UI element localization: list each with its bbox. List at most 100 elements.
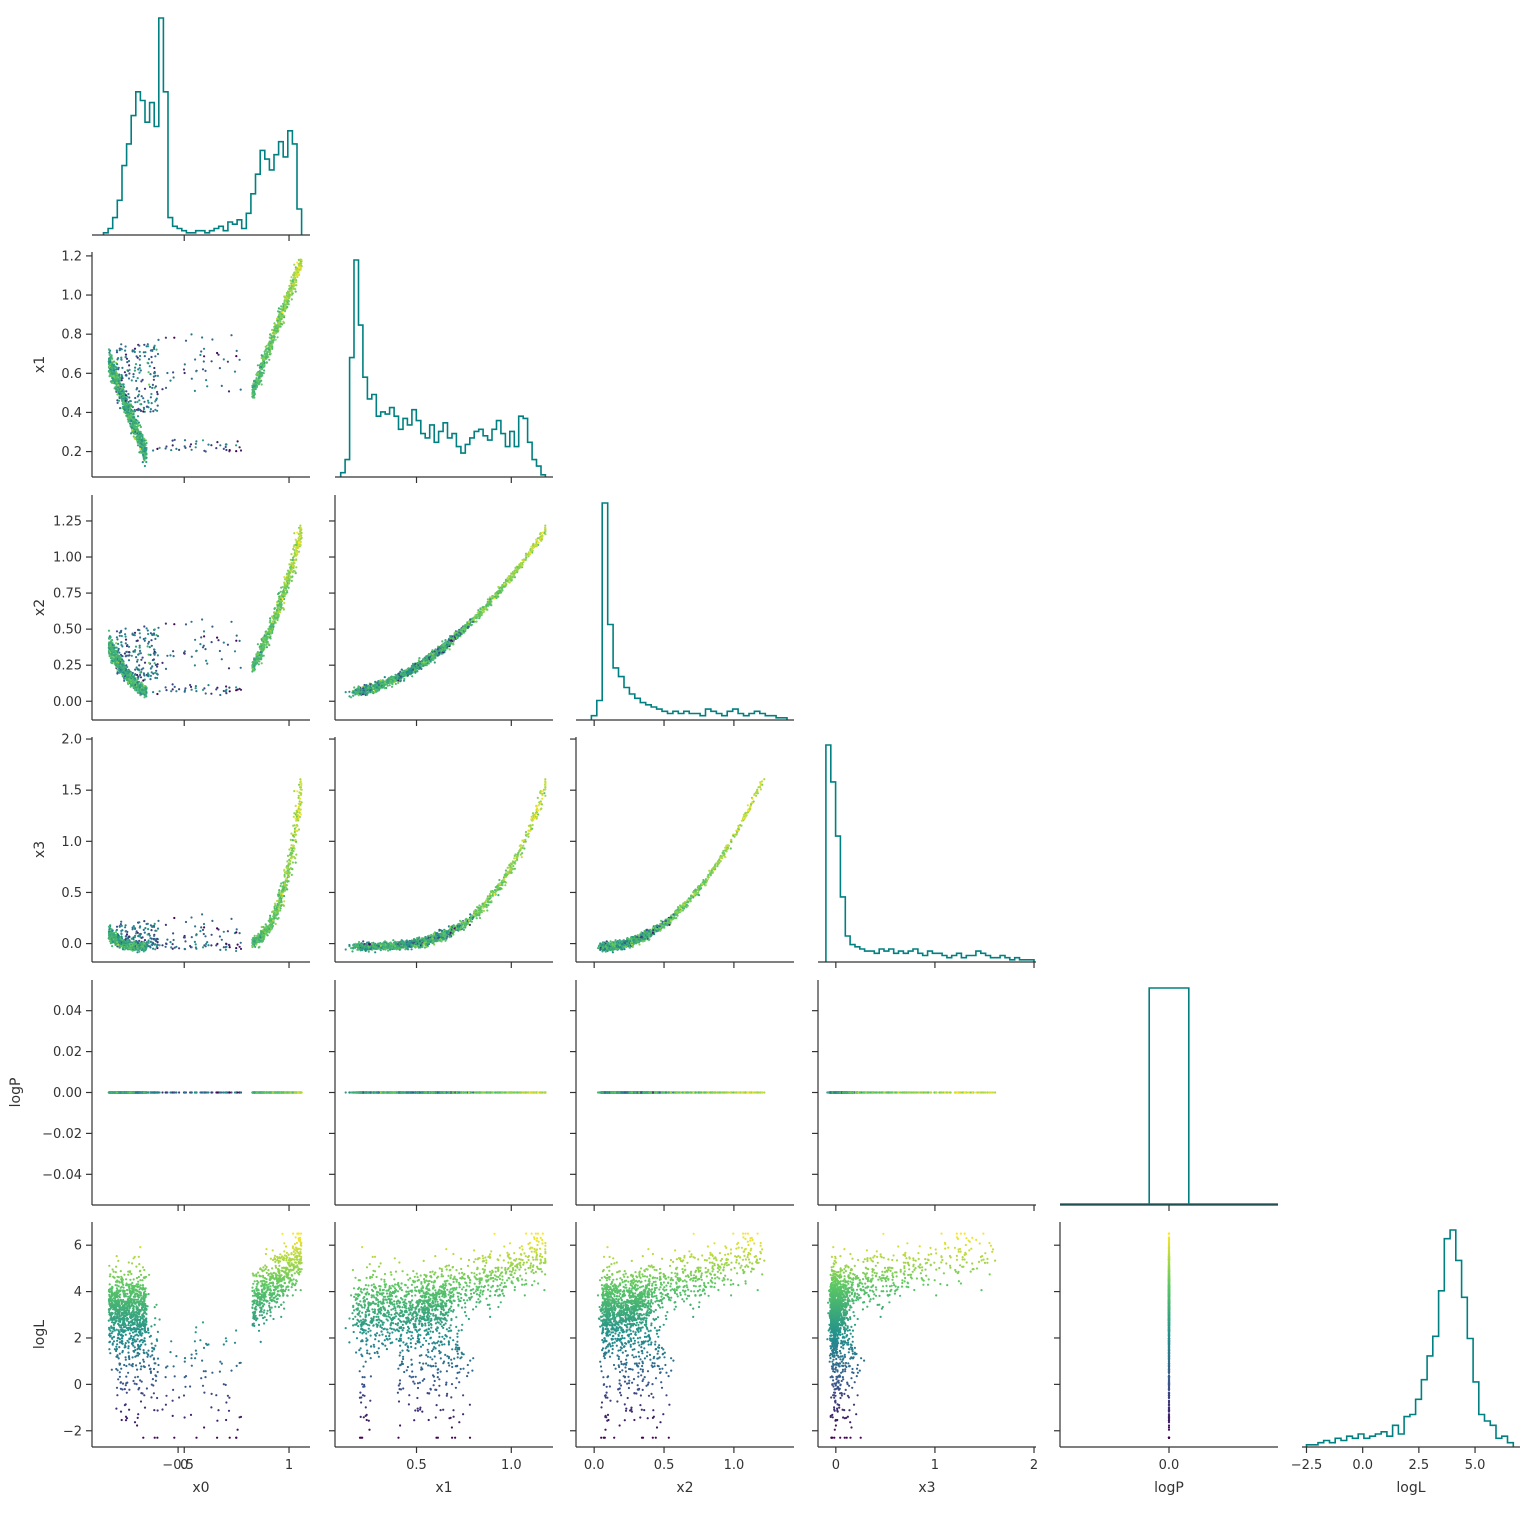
scatter-point	[286, 591, 288, 593]
scatter-point	[225, 690, 227, 692]
scatter-point	[294, 554, 296, 556]
scatter-point	[134, 669, 136, 671]
scatter-point	[521, 559, 523, 561]
scatter-point	[149, 373, 151, 375]
panel-x0-vs-x0	[92, 18, 310, 241]
scatter-point	[129, 673, 131, 675]
scatter-point	[125, 636, 127, 638]
scatter-point	[152, 691, 154, 693]
scatter-point	[292, 548, 294, 550]
scatter-point	[263, 372, 265, 374]
scatter-point	[416, 670, 418, 672]
scatter-point	[266, 362, 268, 364]
scatter-point	[122, 664, 124, 666]
panel-x2-vs-x0: 0.000.250.500.751.001.25x2	[32, 495, 310, 726]
scatter-point	[295, 272, 297, 274]
scatter-point	[115, 389, 117, 391]
scatter-point	[184, 687, 186, 689]
scatter-point	[143, 685, 145, 687]
scatter-point	[125, 639, 127, 641]
scatter-point	[286, 581, 288, 583]
scatter-point	[223, 358, 225, 360]
scatter-point	[172, 688, 174, 690]
scatter-point	[288, 285, 290, 287]
scatter-point	[121, 655, 123, 657]
scatter-point	[542, 532, 544, 534]
scatter-point	[403, 678, 405, 680]
scatter-point	[236, 635, 238, 637]
scatter-point	[114, 379, 116, 381]
scatter-point	[272, 621, 274, 623]
scatter-point	[219, 650, 221, 652]
scatter-point	[111, 356, 113, 358]
scatter-point	[149, 654, 151, 656]
scatter-point	[125, 374, 127, 376]
scatter-point	[174, 439, 176, 441]
scatter-point	[134, 397, 136, 399]
scatter-point	[152, 410, 154, 412]
scatter-point	[288, 295, 290, 297]
scatter-point	[216, 441, 218, 443]
scatter-point	[132, 413, 134, 415]
scatter-point	[161, 388, 163, 390]
scatter-point	[298, 264, 300, 266]
scatter-point	[229, 449, 231, 451]
scatter-point	[112, 644, 114, 646]
scatter-point	[137, 681, 139, 683]
scatter-point	[194, 390, 196, 392]
scatter-point	[276, 609, 278, 611]
scatter-point	[345, 691, 347, 693]
scatter-point	[113, 364, 115, 366]
scatter-point	[126, 644, 128, 646]
scatter-point	[280, 305, 282, 307]
scatter-point	[173, 623, 175, 625]
scatter-point	[230, 621, 232, 623]
scatter-point	[473, 619, 475, 621]
scatter-point	[260, 645, 262, 647]
scatter-point	[261, 643, 263, 645]
scatter-point	[157, 654, 159, 656]
scatter-point	[291, 580, 293, 582]
scatter-point	[109, 361, 111, 363]
scatter-point	[507, 578, 509, 580]
scatter-point	[395, 683, 397, 685]
scatter-point	[257, 364, 259, 366]
scatter-point	[174, 686, 176, 688]
scatter-point	[299, 259, 301, 261]
scatter-point	[149, 646, 151, 648]
scatter-point	[131, 655, 133, 657]
scatter-point	[239, 688, 241, 690]
scatter-point	[256, 385, 258, 387]
scatter-point	[266, 637, 268, 639]
scatter-point	[125, 628, 127, 630]
scatter-point	[277, 320, 279, 322]
scatter-point	[374, 681, 376, 683]
scatter-point	[297, 273, 299, 275]
scatter-point	[117, 386, 119, 388]
scatter-point	[205, 379, 207, 381]
scatter-point	[293, 567, 295, 569]
scatter-point	[172, 440, 174, 442]
scatter-point	[125, 651, 127, 653]
y-tick-label: 0.2	[61, 445, 82, 460]
scatter-point	[125, 390, 127, 392]
scatter-point	[391, 686, 393, 688]
scatter-point	[112, 377, 114, 379]
scatter-point	[292, 559, 294, 561]
scatter-point	[290, 576, 292, 578]
scatter-point	[149, 365, 151, 367]
scatter-point	[130, 432, 132, 434]
scatter-point	[157, 663, 159, 665]
scatter-point	[124, 397, 126, 399]
scatter-point	[124, 407, 126, 409]
scatter-point	[133, 435, 135, 437]
scatter-point	[137, 408, 139, 410]
scatter-point	[292, 557, 294, 559]
scatter-point	[195, 690, 197, 692]
scatter-point	[115, 664, 117, 666]
scatter-point	[137, 368, 139, 370]
scatter-point	[150, 639, 152, 641]
scatter-point	[128, 396, 130, 398]
scatter-point	[265, 346, 267, 348]
scatter-point	[137, 415, 139, 417]
